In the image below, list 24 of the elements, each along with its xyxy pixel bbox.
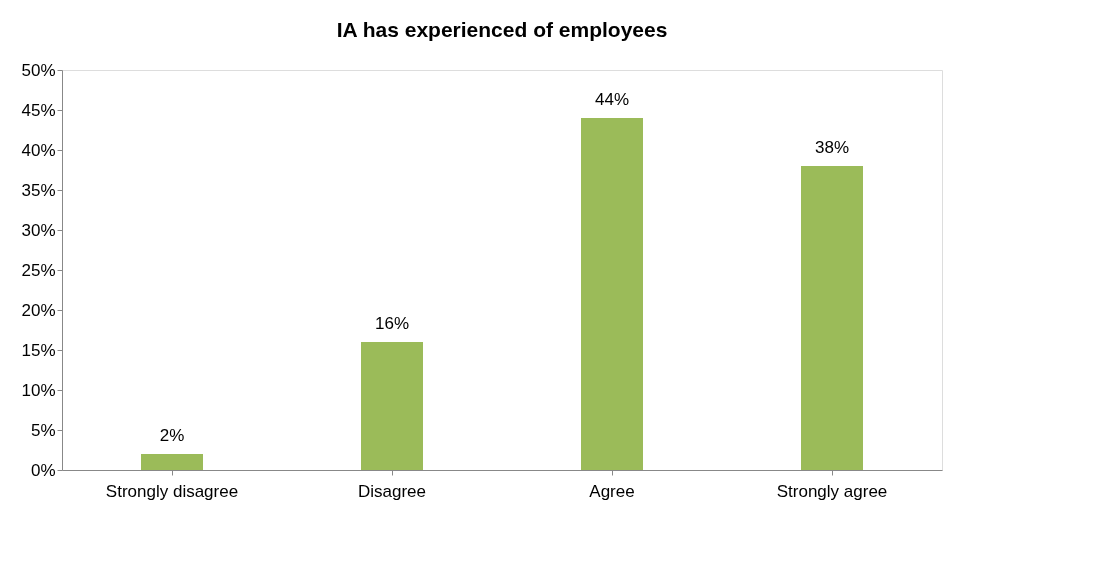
data-label: 44% xyxy=(594,90,630,109)
x-tick-label: Strongly agree xyxy=(776,481,888,501)
chart-title: IA has experienced of employees xyxy=(336,18,668,41)
bar xyxy=(581,118,643,470)
y-tick-label: 40% xyxy=(21,140,56,160)
x-tick-label: Agree xyxy=(589,481,635,501)
y-tick-label: 50% xyxy=(21,60,56,80)
y-tick-label: 5% xyxy=(30,420,56,440)
bar xyxy=(141,454,203,470)
y-tick-label: 35% xyxy=(21,180,56,200)
y-tick-label: 10% xyxy=(21,380,56,400)
bar xyxy=(801,166,863,470)
y-tick-label: 45% xyxy=(21,100,56,120)
bar xyxy=(361,342,423,470)
y-tick-label: 0% xyxy=(30,460,56,480)
data-label: 38% xyxy=(814,138,850,157)
data-label: 16% xyxy=(374,314,410,333)
y-tick-label: 25% xyxy=(21,260,56,280)
y-tick-label: 30% xyxy=(21,220,56,240)
x-tick-label: Disagree xyxy=(357,481,427,501)
x-tick-label: Strongly disagree xyxy=(105,481,239,501)
data-label: 2% xyxy=(159,426,185,445)
y-tick-label: 15% xyxy=(21,340,56,360)
y-tick-label: 20% xyxy=(21,300,56,320)
